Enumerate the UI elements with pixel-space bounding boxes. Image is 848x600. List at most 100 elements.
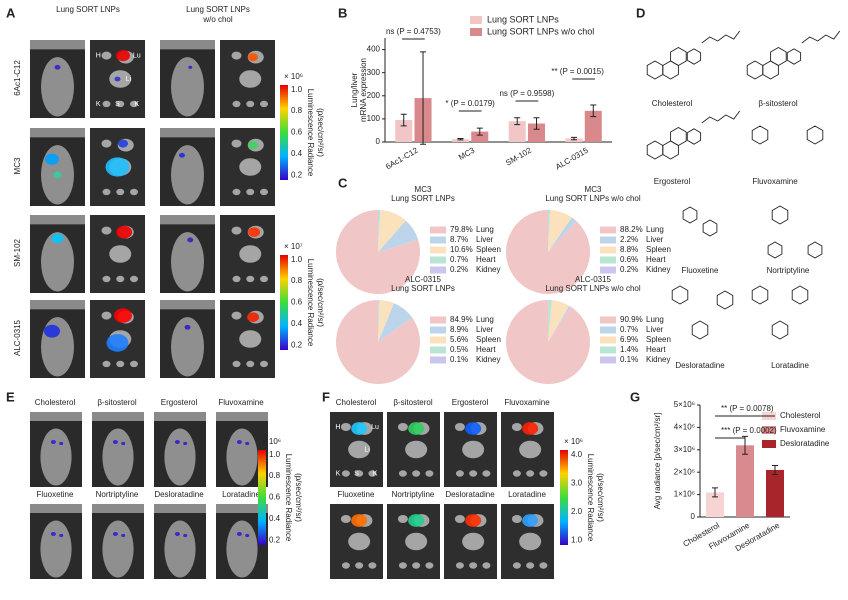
colorbar-tick: 3.0	[571, 478, 583, 487]
organ	[341, 562, 350, 569]
significance-label: ** (P = 0.0015)	[551, 67, 604, 76]
bar	[471, 131, 489, 142]
ring	[686, 48, 702, 65]
chain	[701, 110, 741, 124]
bar	[766, 469, 784, 517]
bar	[736, 445, 754, 517]
pie-value-label: 79.8%	[450, 225, 473, 234]
significance-label: *** (P = 0.0002)	[721, 426, 777, 435]
significance-label: ns (P = 0.4753)	[386, 27, 441, 36]
image-header	[160, 40, 215, 50]
organ	[130, 275, 138, 283]
image-header	[216, 504, 268, 513]
organ	[232, 275, 241, 283]
image-header	[30, 128, 85, 138]
pie-slice	[548, 300, 552, 342]
signal	[50, 440, 56, 444]
organ-label: Lu	[371, 424, 379, 431]
organ	[260, 275, 268, 283]
chain	[701, 30, 741, 44]
legend-label: Spleen	[646, 335, 671, 344]
molecule-name: Loratadine	[771, 361, 809, 370]
pie-value-label: 0.2%	[450, 265, 468, 274]
organ-label: K	[134, 101, 139, 108]
x-tick-label: MC3	[457, 145, 477, 162]
legend-swatch	[600, 256, 616, 264]
error-bar	[533, 117, 540, 130]
signal	[174, 532, 180, 536]
ring	[767, 241, 783, 259]
organ	[232, 100, 241, 108]
organ-label: Li	[126, 76, 132, 83]
mouse-body	[40, 428, 72, 486]
organ-label: Li	[364, 446, 370, 453]
x-tick-label: 6Ac1-C12	[384, 145, 420, 171]
ring	[670, 46, 687, 67]
y-tick-label: 5×10⁶	[674, 400, 695, 409]
error-bar	[742, 435, 748, 455]
legend-label: Kidney	[476, 265, 500, 274]
pie-slice	[548, 300, 570, 342]
pie-value-label: 2.2%	[620, 235, 638, 244]
organ	[539, 562, 548, 569]
organ	[102, 188, 111, 196]
organ	[482, 470, 491, 477]
y-tick-label: 300	[367, 68, 381, 77]
ring	[691, 320, 709, 340]
pie-title: MC3	[415, 185, 432, 194]
panel-label: F	[322, 389, 330, 404]
ring	[702, 219, 718, 237]
organ	[405, 440, 428, 459]
image-label: Fluvoxamine	[504, 398, 550, 407]
legend-label: Heart	[476, 255, 496, 264]
image-label: Loratadine	[508, 490, 546, 499]
pie-slice	[378, 220, 419, 252]
legend-label: Lung	[646, 225, 664, 234]
organ	[239, 158, 262, 176]
colorbar-tick: 0.6	[291, 298, 303, 307]
mouse-body	[171, 57, 204, 117]
colorbar-unit: (p/sec/cm²/sr)	[596, 473, 605, 522]
pie-value-label: 8.7%	[450, 235, 468, 244]
mouse-body	[102, 520, 134, 578]
legend-swatch	[762, 440, 776, 448]
ring	[682, 206, 698, 224]
ring	[771, 205, 789, 225]
colorbar-tick: 0.6	[269, 493, 281, 502]
error-bar	[772, 464, 778, 475]
ring	[671, 285, 689, 305]
legend-swatch	[430, 226, 446, 234]
organ	[130, 100, 138, 108]
image-header	[216, 412, 268, 421]
error-bar	[400, 113, 407, 127]
legend-label: Cholesterol	[780, 411, 821, 420]
organ	[130, 360, 138, 368]
colorbar	[258, 450, 266, 545]
colorbar-label: Luminescence Radiance	[586, 454, 595, 542]
pie-subtitle: Lung SORT LNPs w/o chol	[545, 194, 641, 203]
colorbar-exponent: × 10⁶	[262, 437, 281, 446]
pie-value-label: 5.6%	[450, 335, 468, 344]
signal	[179, 152, 185, 158]
organ	[260, 100, 268, 108]
ring	[771, 320, 789, 340]
signal	[465, 422, 482, 435]
signal	[248, 141, 258, 150]
pie-value-label: 0.2%	[620, 265, 638, 274]
signal	[236, 532, 242, 536]
image-label: Cholesterol	[35, 398, 76, 407]
organ	[469, 562, 478, 569]
organ	[397, 423, 408, 431]
mouse-body	[226, 428, 258, 486]
colorbar-exponent: × 10⁶	[564, 437, 583, 446]
legend-swatch	[600, 266, 616, 274]
legend-swatch	[430, 336, 446, 344]
error-bar	[590, 104, 597, 118]
organ	[368, 470, 377, 477]
image-header	[30, 40, 85, 50]
legend-label: Spleen	[646, 245, 671, 254]
row-label: MC3	[13, 157, 22, 174]
error-bar	[570, 136, 577, 141]
legend-swatch	[470, 16, 482, 24]
error-bar	[476, 127, 483, 136]
